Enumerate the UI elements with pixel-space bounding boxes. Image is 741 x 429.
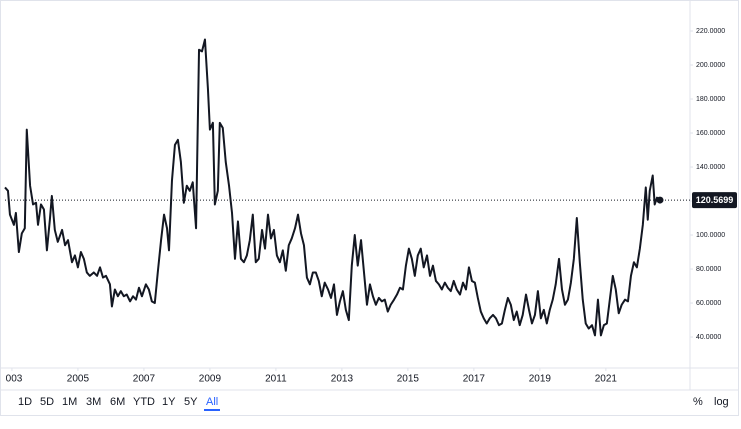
x-tick-label: 2007 [133, 374, 156, 385]
y-tick-label: 80.0000 [696, 266, 721, 273]
frame [0, 0, 739, 416]
x-tick-label: 2017 [463, 374, 486, 385]
toolbar-button[interactable]: YTD [133, 396, 155, 408]
price-line [4, 38, 661, 337]
y-tick-label: 200.0000 [696, 62, 725, 69]
toolbar-button[interactable]: 5Y [184, 396, 198, 408]
toolbar-button[interactable]: log [714, 396, 729, 408]
x-tick-label: 2015 [397, 374, 420, 385]
x-tick-label: 2021 [595, 374, 618, 385]
toolbar-button[interactable]: 1M [62, 396, 78, 408]
x-tick-label: 2011 [265, 374, 287, 385]
y-tick-label: 60.0000 [696, 300, 721, 307]
toolbar-button[interactable]: 3M [86, 396, 102, 408]
toolbar-button[interactable]: All [204, 395, 221, 411]
x-tick-label: 2005 [67, 374, 90, 385]
last-price-box [692, 192, 737, 209]
y-tick-label: 220.0000 [696, 28, 725, 35]
toolbar-button[interactable]: 1Y [162, 396, 176, 408]
y-tick-label: 160.0000 [696, 130, 725, 137]
y-tick-label: 100.0000 [696, 232, 725, 239]
y-tick-label: 180.0000 [696, 96, 725, 103]
y-tick-label: 140.0000 [696, 164, 725, 171]
x-tick-label: 2019 [529, 374, 552, 385]
toolbar-button[interactable]: 1D [18, 396, 33, 408]
x-tick-label: 2013 [331, 374, 354, 385]
x-tick-label: 003 [6, 374, 23, 385]
toolbar-button[interactable]: 5D [40, 396, 55, 408]
toolbar-button[interactable]: % [693, 396, 703, 408]
toolbar-button[interactable]: 6M [110, 396, 126, 408]
last-price-label: 120.5699 [696, 195, 734, 205]
x-tick-label: 2009 [199, 374, 222, 385]
y-tick-label: 40.0000 [696, 334, 721, 341]
last-point [656, 196, 664, 204]
